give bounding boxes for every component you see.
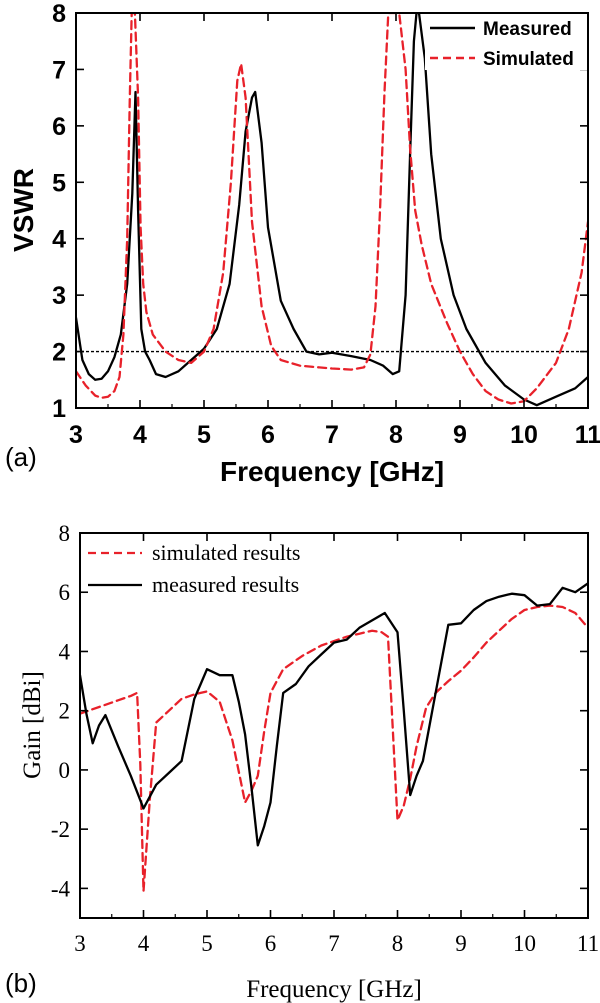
gain-y-tick-label: 0 — [59, 758, 71, 783]
gain-x-tick-label: 9 — [455, 931, 467, 956]
vswr-x-tick-label: 6 — [261, 421, 275, 449]
vswr-y-tick-label: 6 — [52, 113, 66, 141]
gain-series — [80, 582, 588, 893]
vswr-series-line-measured — [76, 13, 588, 407]
vswr-x-axis-label: Frequency [GHz] — [220, 456, 444, 487]
gain-series-line-simulated-results — [80, 604, 588, 893]
vswr-legend-label-measured: Measured — [483, 19, 572, 40]
gain-y-tick-label: 2 — [59, 699, 71, 724]
vswr-x-tick-label: 9 — [453, 421, 467, 449]
gain-series-line-measured-results — [80, 582, 588, 847]
vswr-x-tick-label: 7 — [325, 421, 339, 449]
gain-legend: simulated results measured results — [88, 540, 300, 597]
vswr-x-tick-label: 11 — [575, 421, 600, 449]
vswr-plot-frame — [75, 12, 589, 409]
vswr-plot-area — [75, 12, 589, 409]
gain-x-tick-label: 4 — [138, 931, 150, 956]
gain-ticks — [79, 532, 589, 918]
gain-x-axis-label: Frequency [GHz] — [246, 976, 422, 1003]
gain-x-tick-labels: 3 4 5 6 7 8 9 10 11 — [74, 931, 599, 956]
vswr-y-tick-label: 7 — [52, 56, 66, 84]
gain-y-tick-label: -4 — [51, 876, 71, 901]
vswr-legend: Measured Simulated — [425, 14, 587, 70]
vswr-y-tick-label: 1 — [52, 395, 66, 423]
vswr-x-tick-label: 4 — [133, 421, 147, 449]
gain-legend-label-simulated: simulated results — [152, 540, 300, 565]
vswr-y-tick-label: 4 — [52, 226, 66, 254]
vswr-y-tick-label: 2 — [52, 339, 66, 367]
vswr-legend-label-simulated: Simulated — [483, 49, 574, 70]
vswr-y-tick-label: 8 — [52, 0, 66, 28]
gain-panel-label: (b) — [5, 968, 37, 998]
vswr-x-tick-label: 3 — [69, 421, 83, 449]
gain-chart: 3 4 5 6 7 8 9 10 11 -4 -2 0 2 4 6 8 Frequency [GHz] Ga… — [5, 521, 599, 1003]
vswr-legend-box — [425, 14, 587, 70]
gain-legend-label-measured: measured results — [152, 572, 299, 597]
gain-x-tick-label: 3 — [74, 931, 86, 956]
vswr-y-axis-label: VSWR — [8, 168, 39, 252]
gain-y-tick-labels: -4 -2 0 2 4 6 8 — [51, 521, 71, 901]
gain-x-tick-label: 11 — [577, 931, 599, 956]
vswr-y-tick-labels: 1 2 3 4 5 6 7 8 — [52, 0, 66, 423]
gain-plot-area — [79, 532, 589, 919]
vswr-series — [76, 13, 588, 407]
vswr-y-tick-label: 3 — [52, 282, 66, 310]
vswr-ticks — [75, 12, 589, 409]
gain-y-tick-label: 8 — [59, 521, 71, 546]
vswr-x-tick-label: 5 — [197, 421, 211, 449]
gain-x-tick-label: 5 — [201, 931, 213, 956]
gain-y-tick-label: -2 — [51, 817, 70, 842]
vswr-series-line-simulated — [76, 13, 588, 405]
vswr-x-tick-label: 8 — [389, 421, 403, 449]
gain-x-tick-label: 6 — [265, 931, 277, 956]
vswr-x-tick-label: 10 — [510, 421, 538, 449]
gain-y-tick-label: 4 — [59, 639, 71, 664]
gain-y-tick-label: 6 — [59, 580, 71, 605]
gain-x-tick-label: 10 — [513, 931, 536, 956]
gain-y-axis-label: Gain [dBi] — [19, 671, 46, 779]
gain-x-tick-label: 8 — [392, 931, 404, 956]
vswr-panel-label: (a) — [5, 442, 37, 472]
gain-x-tick-label: 7 — [328, 931, 340, 956]
vswr-y-tick-label: 5 — [52, 169, 66, 197]
vswr-x-tick-labels: 3 4 5 6 7 8 9 10 11 — [69, 421, 600, 449]
